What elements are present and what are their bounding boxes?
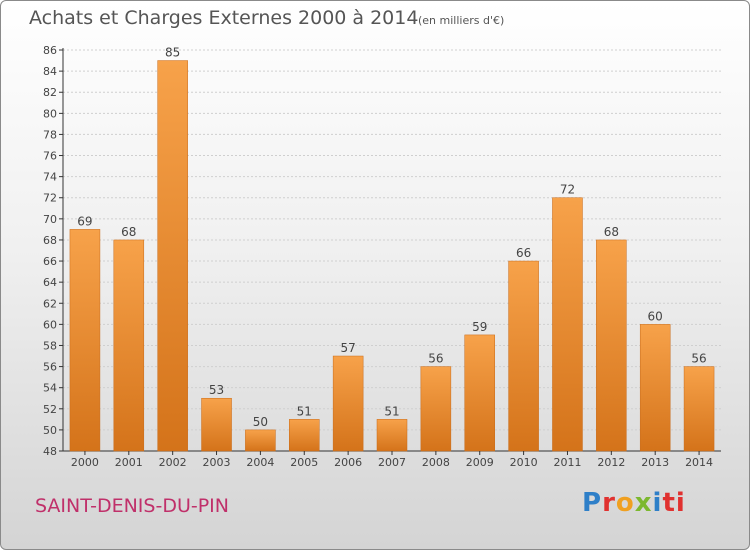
x-tick-label: 2000 — [71, 456, 99, 469]
x-tick-label: 2011 — [553, 456, 581, 469]
y-tick-label: 60 — [43, 318, 57, 331]
y-tick-label: 66 — [43, 255, 57, 268]
y-tick-label: 76 — [43, 150, 57, 163]
chart-subtitle: (en milliers d'€) — [418, 14, 505, 27]
bar — [332, 355, 364, 452]
data-label: 56 — [428, 352, 443, 366]
y-tick-label: 86 — [43, 44, 57, 57]
x-tick-label: 2005 — [290, 456, 318, 469]
bar — [289, 419, 320, 452]
data-label: 51 — [384, 404, 399, 418]
data-label: 85 — [165, 46, 180, 60]
y-tick-label: 80 — [43, 107, 57, 120]
x-tick-label: 2001 — [115, 456, 143, 469]
proxiti-logo: Proxiti — [582, 488, 686, 518]
bars — [69, 60, 715, 452]
y-tick-label: 78 — [43, 128, 57, 141]
x-tick-label: 2012 — [597, 456, 625, 469]
x-tick-label: 2010 — [510, 456, 538, 469]
y-tick-label: 84 — [43, 65, 57, 78]
y-tick-label: 74 — [43, 171, 57, 184]
x-tick-label: 2007 — [378, 456, 406, 469]
bar — [157, 60, 188, 452]
x-tick-label: 2013 — [641, 456, 669, 469]
bar — [201, 397, 232, 452]
y-tick-label: 58 — [43, 339, 57, 352]
chart-title: Achats et Charges Externes 2000 à 2014 — [29, 7, 419, 29]
data-label: 57 — [340, 341, 355, 355]
data-label: 60 — [648, 309, 663, 323]
bar — [464, 334, 495, 452]
data-label: 50 — [253, 415, 268, 429]
bar — [683, 366, 715, 452]
y-tick-label: 62 — [43, 297, 57, 310]
bar — [596, 239, 627, 452]
x-tick-labels: 2000 2001 2002 2003 2004 2005 2006 2007 2008 2009… — [71, 451, 713, 469]
y-tick-label: 48 — [43, 445, 57, 458]
x-tick-label: 2002 — [159, 456, 187, 469]
data-label: 51 — [297, 404, 312, 418]
y-tick-label: 52 — [43, 403, 57, 416]
bar — [552, 197, 583, 452]
municipality-name: SAINT-DENIS-DU-PIN — [35, 495, 229, 517]
x-tick-label: 2006 — [334, 456, 362, 469]
data-labels: 69 68 85 53 50 51 57 51 56 59 66 72 68 60 56 — [77, 46, 706, 429]
y-tick-label: 70 — [43, 213, 57, 226]
data-label: 56 — [691, 352, 706, 366]
y-tick-label: 54 — [43, 382, 57, 395]
y-tick-label: 82 — [43, 86, 57, 99]
data-label: 53 — [209, 383, 224, 397]
y-tick-label: 50 — [43, 424, 57, 437]
bar — [376, 419, 408, 452]
x-tick-label: 2014 — [685, 456, 713, 469]
data-label: 66 — [516, 246, 531, 260]
bar — [639, 324, 671, 452]
y-tick-label: 68 — [43, 234, 57, 247]
bar — [69, 229, 101, 452]
data-label: 72 — [560, 183, 575, 197]
y-tick-labels: 48 50 52 54 56 58 60 62 64 66 68 70 72 74 76 78 80 82 84 86 — [43, 44, 63, 458]
bar — [420, 366, 452, 452]
x-tick-label: 2003 — [203, 456, 231, 469]
x-tick-label: 2009 — [466, 456, 494, 469]
bar — [113, 239, 145, 452]
y-tick-label: 64 — [43, 276, 57, 289]
bar — [508, 260, 539, 452]
x-tick-label: 2004 — [246, 456, 274, 469]
data-label: 59 — [472, 320, 487, 334]
y-tick-label: 72 — [43, 192, 57, 205]
data-label: 69 — [77, 214, 92, 228]
data-label: 68 — [604, 225, 619, 239]
data-label: 68 — [121, 225, 136, 239]
bar — [245, 429, 276, 452]
x-tick-label: 2008 — [422, 456, 450, 469]
y-tick-label: 56 — [43, 361, 57, 374]
